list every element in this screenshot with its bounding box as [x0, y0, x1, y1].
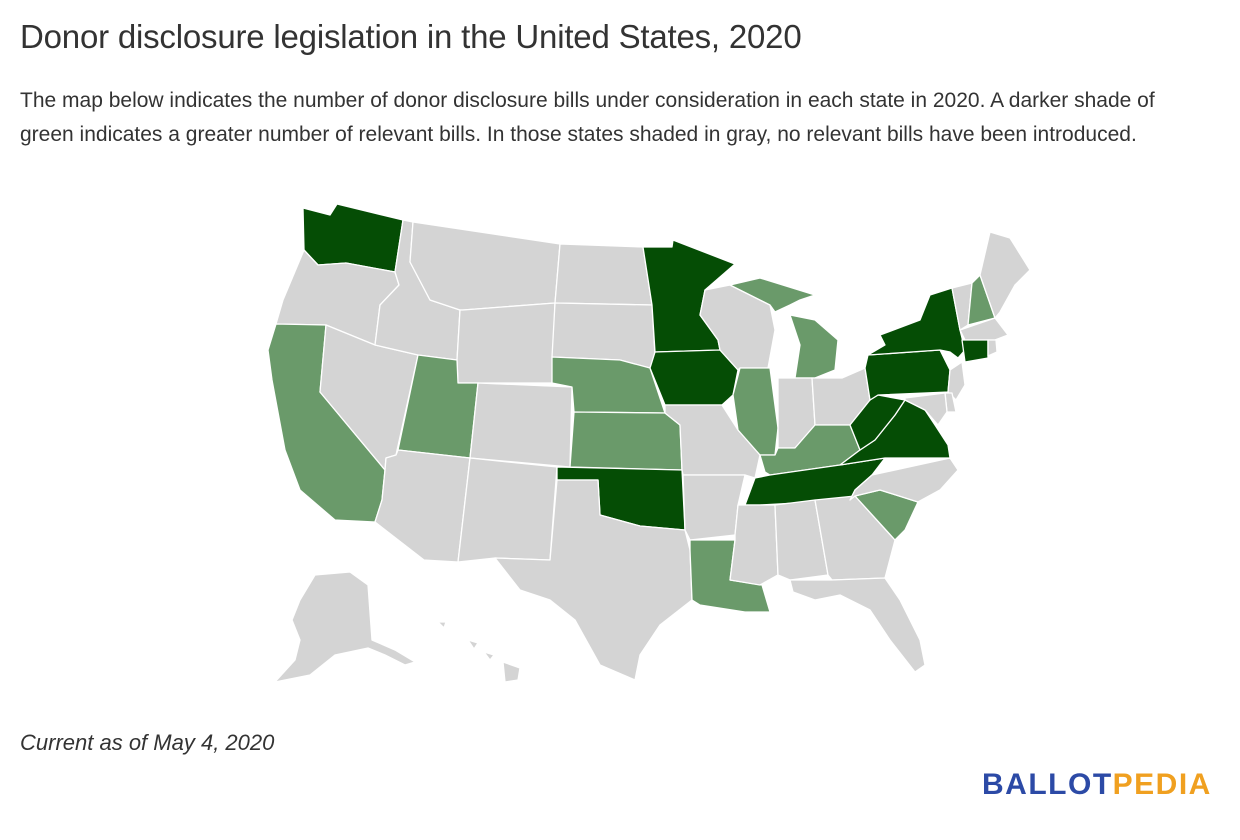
state-ct[interactable]: [961, 339, 989, 363]
state-hi[interactable]: [437, 621, 521, 683]
state-tx[interactable]: [494, 479, 693, 681]
ballotpedia-logo[interactable]: BALLOTPEDIA: [982, 768, 1212, 802]
state-ri[interactable]: [987, 339, 998, 357]
logo-part-pedia: PEDIA: [1112, 768, 1212, 801]
state-ms[interactable]: [729, 504, 779, 586]
state-md[interactable]: [904, 392, 948, 426]
state-nc[interactable]: [849, 457, 959, 503]
state-wy[interactable]: [456, 302, 556, 384]
state-az[interactable]: [374, 449, 471, 563]
state-co[interactable]: [469, 382, 573, 468]
state-wa[interactable]: [302, 203, 404, 273]
state-ak[interactable]: [274, 571, 416, 683]
current-as-of-note: Current as of May 4, 2020: [20, 730, 275, 755]
state-al[interactable]: [774, 499, 829, 581]
state-ma[interactable]: [959, 317, 1009, 341]
state-ia[interactable]: [649, 349, 739, 406]
state-mi[interactable]: [729, 277, 839, 379]
state-me[interactable]: [979, 231, 1031, 319]
map-description: The map below indicates the number of do…: [20, 89, 1155, 146]
state-ny[interactable]: [867, 287, 966, 359]
state-pa[interactable]: [864, 349, 951, 401]
logo-part-ballot: BALLOT: [982, 768, 1113, 801]
state-nd[interactable]: [554, 243, 653, 306]
state-fl[interactable]: [789, 577, 926, 673]
state-mt[interactable]: [409, 221, 561, 311]
state-nm[interactable]: [457, 457, 558, 563]
state-ks[interactable]: [569, 411, 683, 471]
map-title: Donor disclosure legislation in the Unit…: [20, 18, 802, 55]
state-nj[interactable]: [947, 361, 966, 401]
